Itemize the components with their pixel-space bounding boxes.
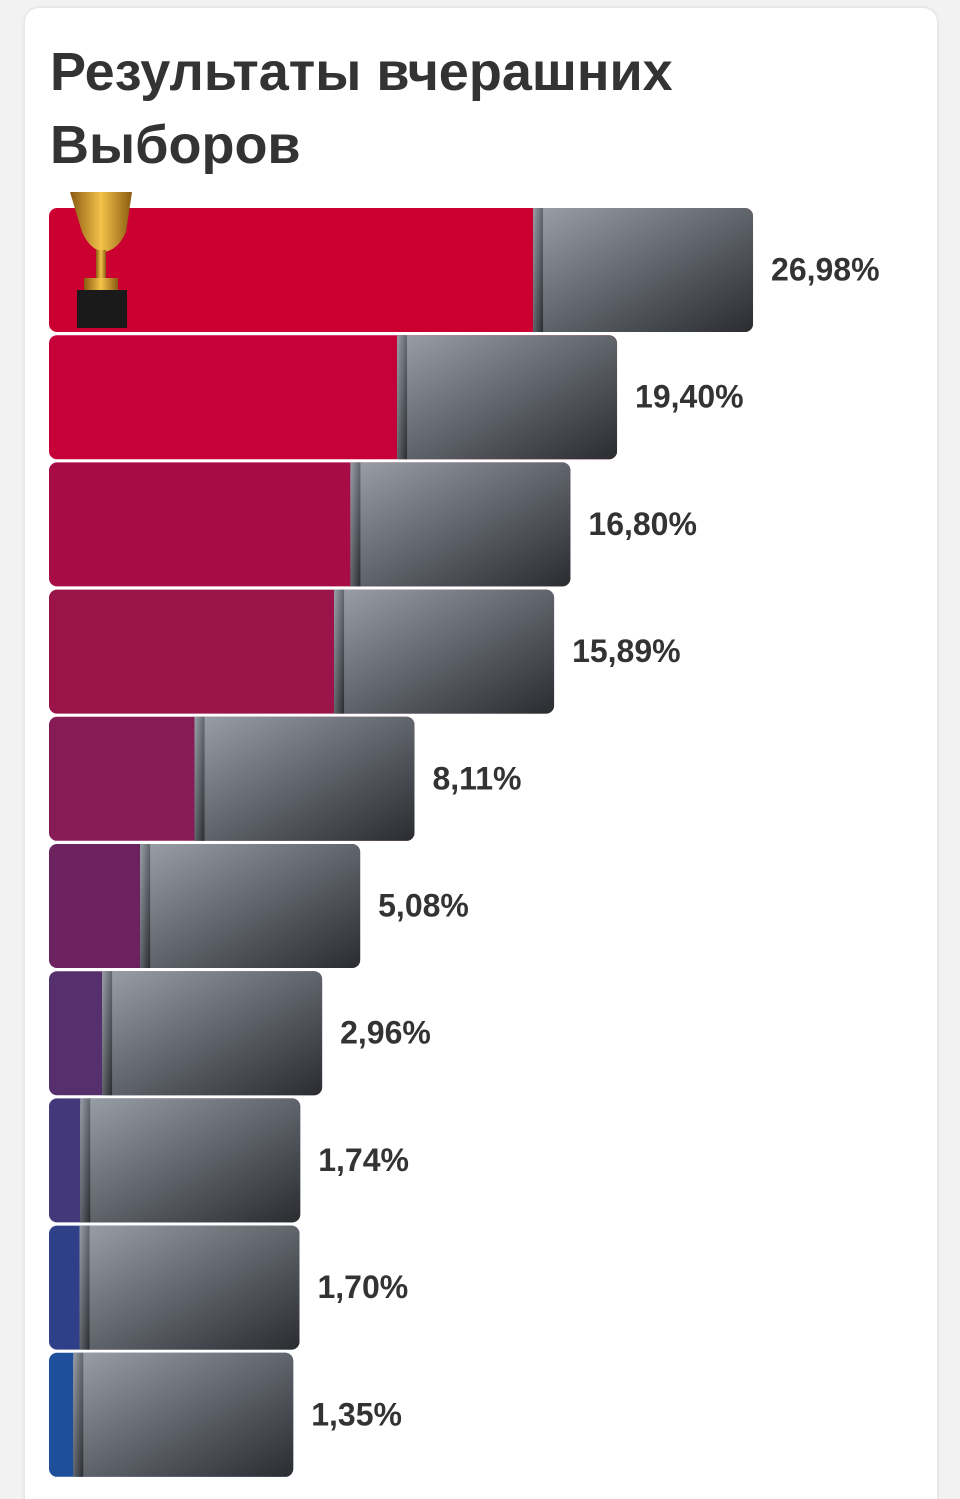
value-label: 19,40% bbox=[635, 379, 744, 415]
trophy-icon bbox=[70, 192, 132, 328]
car-photo bbox=[533, 208, 754, 332]
car-photo bbox=[80, 1098, 301, 1223]
value-label: 16,80% bbox=[588, 506, 697, 542]
value-label: 5,08% bbox=[378, 887, 469, 923]
car-photo-edge bbox=[79, 1225, 90, 1350]
car-photo-edge bbox=[533, 208, 544, 332]
car-photo bbox=[140, 844, 361, 968]
car-photo-edge bbox=[102, 971, 113, 1096]
car-photo-edge bbox=[140, 844, 151, 968]
value-label: 1,70% bbox=[317, 1269, 408, 1305]
value-label: 15,89% bbox=[572, 633, 681, 669]
chart-title: Результаты вчерашних Выборов bbox=[50, 42, 673, 175]
value-label: 26,98% bbox=[771, 251, 880, 287]
car-photo-edge bbox=[334, 589, 345, 714]
value-label: 1,35% bbox=[311, 1396, 402, 1432]
car-photo bbox=[350, 462, 571, 587]
car-photo bbox=[397, 335, 618, 460]
car-photo bbox=[73, 1352, 294, 1477]
car-photo-edge bbox=[397, 335, 408, 460]
car-photo-edge bbox=[73, 1352, 84, 1477]
car-photo-edge bbox=[194, 716, 205, 841]
car-photo bbox=[102, 971, 323, 1096]
value-label: 8,11% bbox=[432, 760, 521, 796]
car-photo bbox=[79, 1225, 300, 1350]
car-photo bbox=[334, 589, 555, 714]
car-photo-edge bbox=[350, 462, 361, 587]
car-photo-edge bbox=[80, 1098, 91, 1223]
value-label: 2,96% bbox=[340, 1015, 431, 1051]
value-label: 1,74% bbox=[318, 1142, 409, 1178]
car-photo bbox=[194, 716, 415, 841]
